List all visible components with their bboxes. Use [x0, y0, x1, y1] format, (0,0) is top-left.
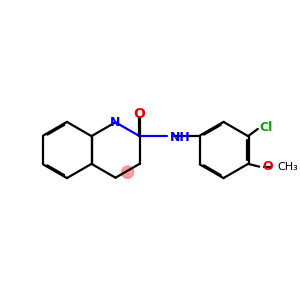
Text: O: O [134, 107, 146, 121]
Circle shape [122, 166, 134, 178]
Text: NH: NH [170, 131, 191, 144]
Text: CH₃: CH₃ [277, 162, 298, 172]
Text: O: O [262, 160, 273, 173]
Text: N: N [110, 116, 121, 129]
Text: Cl: Cl [259, 121, 272, 134]
